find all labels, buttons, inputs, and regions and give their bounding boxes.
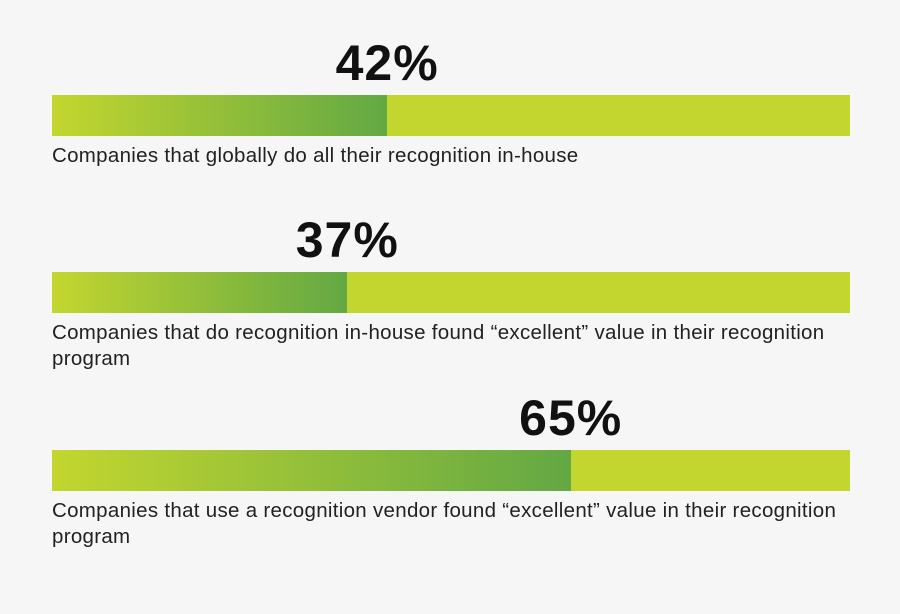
bar-track: [52, 450, 850, 491]
bar-fill: [52, 450, 571, 491]
percent-label: 42%: [335, 35, 439, 91]
bar-track: [52, 272, 850, 313]
bar-caption: Companies that use a recognition vendor …: [52, 499, 837, 548]
bar-caption: Companies that globally do all their rec…: [52, 144, 579, 167]
bar-track: [52, 95, 850, 136]
percent-label: 37%: [295, 212, 399, 268]
bar-caption: Companies that do recognition in-house f…: [52, 321, 825, 370]
bar-fill: [52, 95, 388, 136]
percent-label: 65%: [519, 390, 623, 446]
bar-fill: [52, 272, 348, 313]
